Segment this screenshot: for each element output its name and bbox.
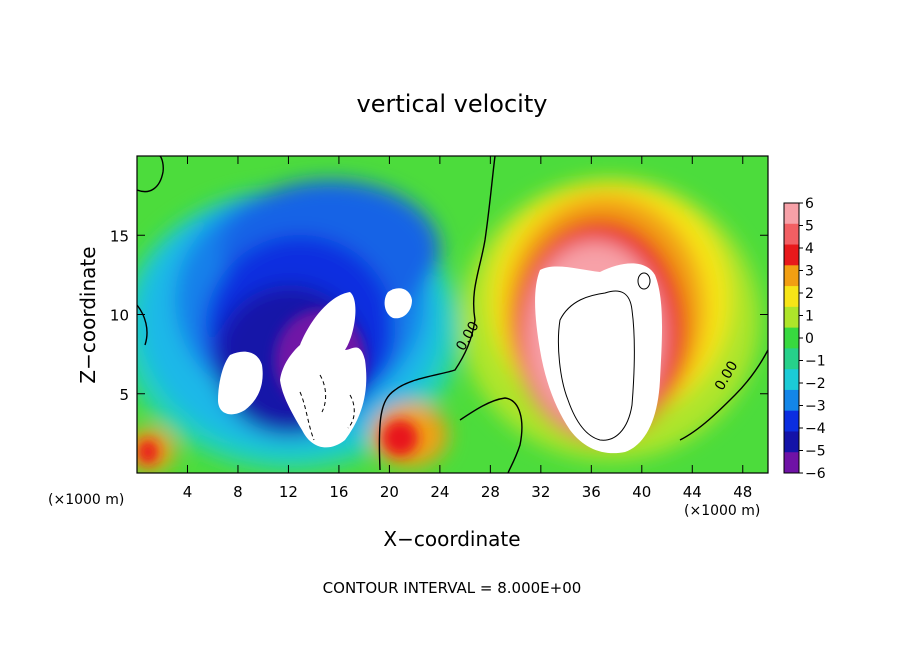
y-axis-label: Z−coordinate: [76, 246, 100, 383]
colorbar-tick-label: 3: [805, 264, 814, 280]
zero-contour-left: [137, 304, 148, 346]
x-tick-label: 32: [531, 483, 550, 501]
updraft-inner-contour: [557, 290, 635, 441]
x-tick-label: 28: [481, 483, 500, 501]
x-tick-label: 16: [329, 483, 348, 501]
colorbar-swatch: [784, 286, 799, 308]
negative-contour-1: [319, 374, 327, 413]
x-tick-label: 12: [279, 483, 298, 501]
y-tick-label: 15: [110, 227, 129, 245]
x-tick-label: 48: [733, 483, 752, 501]
colorbar-swatch: [784, 410, 799, 432]
y-ticks: 5 10 15: [110, 227, 768, 404]
corner-cell-core: [138, 440, 158, 464]
colorbar-tick-label: 1: [805, 309, 814, 325]
negative-contour-2: [347, 394, 355, 429]
x-unit-left: (×1000 m): [48, 492, 124, 508]
x-unit-right: (×1000 m): [684, 503, 760, 519]
zero-contour-lower: [459, 397, 523, 473]
x-axis-label: X−coordinate: [383, 527, 520, 551]
updraft-small-contour: [637, 272, 651, 290]
colorbar-swatch: [784, 348, 799, 370]
colorbar-swatch: [784, 369, 799, 391]
colorbar-tick-label: 2: [805, 286, 814, 302]
colorbar-tick-label: 6: [805, 196, 814, 212]
colorbar-tick-label: −3: [805, 399, 826, 415]
colorbar: 6 5 4 3 2 1 0 −1 −2 −3 −4 −5 −6: [783, 196, 826, 482]
colorbar-tick-label: 5: [805, 219, 814, 235]
x-ticks: 4 8 12 16 20 24 28 32 36 40 44 48: [183, 156, 752, 501]
x-tick-label: 24: [430, 483, 449, 501]
x-tick-label: 40: [632, 483, 651, 501]
x-tick-label: 4: [183, 483, 193, 501]
colorbar-swatch: [784, 327, 799, 349]
y-tick-label: 5: [119, 386, 129, 404]
y-tick-label: 10: [110, 307, 129, 325]
zero-contour-main: [378, 156, 496, 471]
heatmap-field: [137, 156, 768, 473]
downdraft-saturated-core: [280, 292, 367, 448]
colorbar-tick-label: 4: [805, 241, 814, 257]
colorbar-swatch: [784, 306, 799, 329]
colorbar-swatch: [784, 223, 799, 246]
colorbar-tick-label: −4: [805, 421, 826, 437]
colorbar-tick-label: −2: [805, 376, 826, 392]
contour-interval-footer: CONTOUR INTERVAL = 8.000E+00: [323, 579, 582, 597]
colorbar-tick-label: −1: [805, 354, 826, 370]
zero-contour-upper-left: [137, 156, 164, 193]
x-tick-label: 36: [582, 483, 601, 501]
colorbar-tick-label: −5: [805, 444, 826, 460]
colorbar-swatch: [784, 244, 799, 266]
colorbar-swatch: [784, 265, 799, 287]
colorbar-swatch: [784, 431, 799, 453]
negative-contour-3: [299, 391, 315, 441]
surface-cell-core: [382, 420, 418, 456]
colorbar-tick-label: −6: [805, 466, 826, 482]
x-tick-label: 20: [380, 483, 399, 501]
zero-contour-right: [679, 349, 768, 441]
downdraft-saturated-small: [384, 288, 412, 319]
downdraft-saturated-left: [218, 351, 263, 415]
colorbar-swatch: [784, 389, 799, 412]
colorbar-swatch: [784, 203, 799, 225]
x-tick-label: 44: [683, 483, 702, 501]
x-tick-label: 8: [233, 483, 243, 501]
colorbar-tick-label: 0: [805, 331, 814, 347]
colorbar-swatch: [784, 452, 799, 474]
chart-title: vertical velocity: [357, 90, 548, 118]
